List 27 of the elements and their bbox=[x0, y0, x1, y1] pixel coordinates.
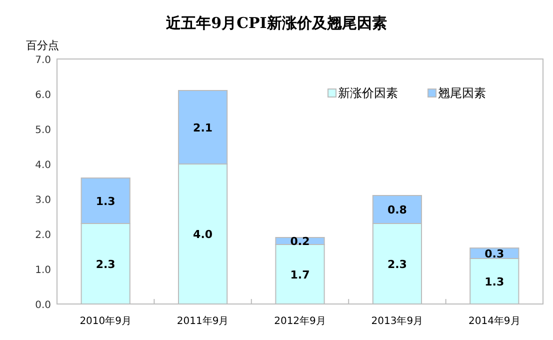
y-tick-label: 0.0 bbox=[35, 300, 51, 311]
x-tick-label: 2014年9月 bbox=[468, 315, 520, 327]
data-label: 0.3 bbox=[484, 247, 504, 260]
y-tick-label: 7.0 bbox=[35, 55, 51, 66]
data-label: 2.3 bbox=[96, 258, 116, 271]
data-label: 0.8 bbox=[387, 204, 407, 216]
legend-label: 新涨价因素 bbox=[338, 86, 398, 100]
x-tick-label: 2010年9月 bbox=[80, 315, 132, 327]
y-tick-label: 2.0 bbox=[35, 230, 51, 241]
chart-title: 近五年9月CPI新涨价及翘尾因素 bbox=[165, 14, 387, 32]
data-label: 2.3 bbox=[387, 258, 407, 271]
data-label: 1.3 bbox=[96, 194, 116, 208]
x-tick-label: 2013年9月 bbox=[371, 315, 424, 327]
y-tick-label: 5.0 bbox=[35, 125, 51, 136]
data-label: 1.7 bbox=[290, 268, 310, 282]
data-label: 4.0 bbox=[193, 228, 213, 241]
x-tick-label: 2012年9月 bbox=[274, 315, 326, 327]
x-tick-label: 2011年9月 bbox=[176, 315, 229, 327]
legend-label: 翘尾因素 bbox=[438, 86, 486, 100]
y-axis-title: 百分点 bbox=[26, 39, 59, 52]
y-tick-label: 3.0 bbox=[35, 195, 51, 206]
data-label: 1.3 bbox=[484, 275, 504, 288]
data-label: 0.2 bbox=[290, 235, 310, 248]
y-tick-label: 1.0 bbox=[35, 265, 51, 276]
y-tick-label: 6.0 bbox=[35, 90, 51, 101]
data-label: 2.1 bbox=[193, 121, 213, 134]
y-tick-label: 4.0 bbox=[35, 160, 51, 171]
